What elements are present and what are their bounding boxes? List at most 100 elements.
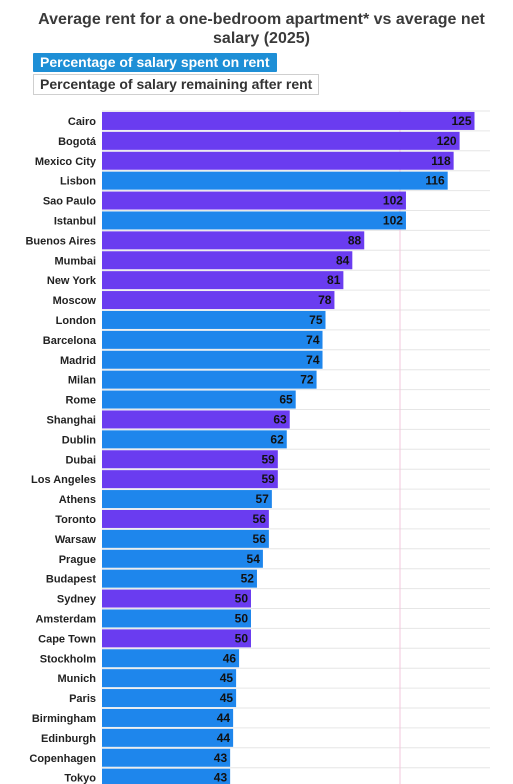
category-label: Toronto bbox=[55, 514, 96, 526]
bar[interactable] bbox=[102, 131, 460, 150]
bar[interactable] bbox=[102, 410, 290, 429]
category-label: New York bbox=[47, 275, 97, 287]
category-label: Warsaw bbox=[55, 534, 97, 546]
value-label: 56 bbox=[253, 512, 267, 526]
bar[interactable] bbox=[102, 708, 234, 727]
value-label: 74 bbox=[306, 333, 320, 347]
bar[interactable] bbox=[102, 768, 231, 784]
category-label: Madrid bbox=[60, 355, 96, 367]
category-label: Tokyo bbox=[64, 773, 96, 784]
bar[interactable] bbox=[102, 350, 323, 369]
bar[interactable] bbox=[102, 569, 257, 588]
category-label: Mumbai bbox=[54, 255, 96, 267]
bar[interactable] bbox=[102, 151, 454, 170]
bar[interactable] bbox=[102, 549, 263, 568]
bar[interactable] bbox=[102, 728, 234, 747]
bar[interactable] bbox=[102, 370, 317, 389]
category-label: Bogotá bbox=[58, 136, 97, 148]
value-label: 84 bbox=[336, 253, 350, 267]
bar[interactable] bbox=[102, 490, 272, 509]
value-label: 120 bbox=[437, 134, 457, 148]
category-label: Paris bbox=[69, 693, 96, 705]
value-label: 102 bbox=[383, 213, 403, 227]
value-label: 59 bbox=[261, 452, 275, 466]
value-label: 43 bbox=[214, 771, 228, 784]
bar[interactable] bbox=[102, 689, 237, 708]
value-label: 116 bbox=[425, 174, 445, 188]
value-label: 72 bbox=[300, 373, 314, 387]
value-label: 75 bbox=[309, 313, 323, 327]
value-label: 44 bbox=[217, 731, 231, 745]
category-label: Rome bbox=[65, 395, 96, 407]
value-label: 50 bbox=[235, 611, 249, 625]
category-label: Dubai bbox=[65, 454, 96, 466]
value-label: 44 bbox=[217, 711, 231, 725]
category-label: Prague bbox=[59, 554, 96, 566]
category-label: Mexico City bbox=[35, 156, 97, 168]
category-label: Lisbon bbox=[60, 176, 96, 188]
category-label: Sao Paulo bbox=[43, 196, 96, 208]
category-label: Sydney bbox=[57, 594, 97, 606]
bar[interactable] bbox=[102, 669, 237, 688]
bar[interactable] bbox=[102, 470, 278, 489]
value-label: 102 bbox=[383, 194, 403, 208]
value-label: 63 bbox=[273, 412, 287, 426]
value-label: 74 bbox=[306, 353, 320, 367]
value-label: 81 bbox=[327, 273, 341, 287]
category-label: Moscow bbox=[53, 295, 97, 307]
category-label: Amsterdam bbox=[35, 613, 96, 625]
toggle-salary-spent-button[interactable]: Percentage of salary spent on rent bbox=[33, 53, 277, 72]
bar[interactable] bbox=[102, 450, 278, 469]
bar[interactable] bbox=[102, 111, 475, 130]
bar[interactable] bbox=[102, 291, 335, 310]
category-label: Cairo bbox=[68, 116, 96, 128]
bar[interactable] bbox=[102, 271, 344, 290]
value-label: 65 bbox=[279, 393, 293, 407]
category-label: Cape Town bbox=[38, 633, 96, 645]
category-label: Shanghai bbox=[46, 414, 96, 426]
category-label: Budapest bbox=[46, 574, 96, 586]
category-label: Athens bbox=[59, 494, 96, 506]
bar[interactable] bbox=[102, 430, 287, 449]
value-label: 45 bbox=[220, 691, 234, 705]
category-label: Stockholm bbox=[40, 653, 96, 665]
bar[interactable] bbox=[102, 529, 269, 548]
value-label: 125 bbox=[451, 114, 471, 128]
bar[interactable] bbox=[102, 629, 251, 648]
bar[interactable] bbox=[102, 171, 448, 190]
bar[interactable] bbox=[102, 211, 406, 230]
value-label: 56 bbox=[253, 532, 267, 546]
category-label: Munich bbox=[58, 673, 97, 685]
value-label: 45 bbox=[220, 671, 234, 685]
category-label: Buenos Aires bbox=[25, 235, 96, 247]
value-label: 59 bbox=[261, 472, 275, 486]
bar[interactable] bbox=[102, 310, 326, 329]
category-label: Dublin bbox=[62, 434, 96, 446]
bar[interactable] bbox=[102, 649, 240, 668]
bar[interactable] bbox=[102, 231, 365, 250]
bar[interactable] bbox=[102, 589, 251, 608]
value-label: 52 bbox=[241, 572, 255, 586]
value-label: 78 bbox=[318, 293, 332, 307]
value-label: 50 bbox=[235, 592, 249, 606]
value-label: 88 bbox=[348, 233, 362, 247]
bar[interactable] bbox=[102, 748, 231, 767]
value-label: 43 bbox=[214, 751, 228, 765]
bar[interactable] bbox=[102, 509, 269, 528]
value-label: 54 bbox=[247, 552, 261, 566]
value-label: 62 bbox=[270, 432, 284, 446]
bar[interactable] bbox=[102, 251, 353, 270]
bar[interactable] bbox=[102, 330, 323, 349]
category-label: Copenhagen bbox=[29, 753, 96, 765]
category-label: Birmingham bbox=[32, 713, 96, 725]
bar[interactable] bbox=[102, 191, 406, 210]
chart-title: Average rent for a one-bedroom apartment… bbox=[38, 11, 485, 47]
category-label: Edinburgh bbox=[41, 733, 96, 745]
value-label: 46 bbox=[223, 651, 237, 665]
category-label: Barcelona bbox=[43, 335, 97, 347]
bar[interactable] bbox=[102, 609, 251, 628]
toggle-salary-remaining-button[interactable]: Percentage of salary remaining after ren… bbox=[33, 74, 320, 95]
bar[interactable] bbox=[102, 390, 296, 409]
category-label: Istanbul bbox=[54, 215, 96, 227]
